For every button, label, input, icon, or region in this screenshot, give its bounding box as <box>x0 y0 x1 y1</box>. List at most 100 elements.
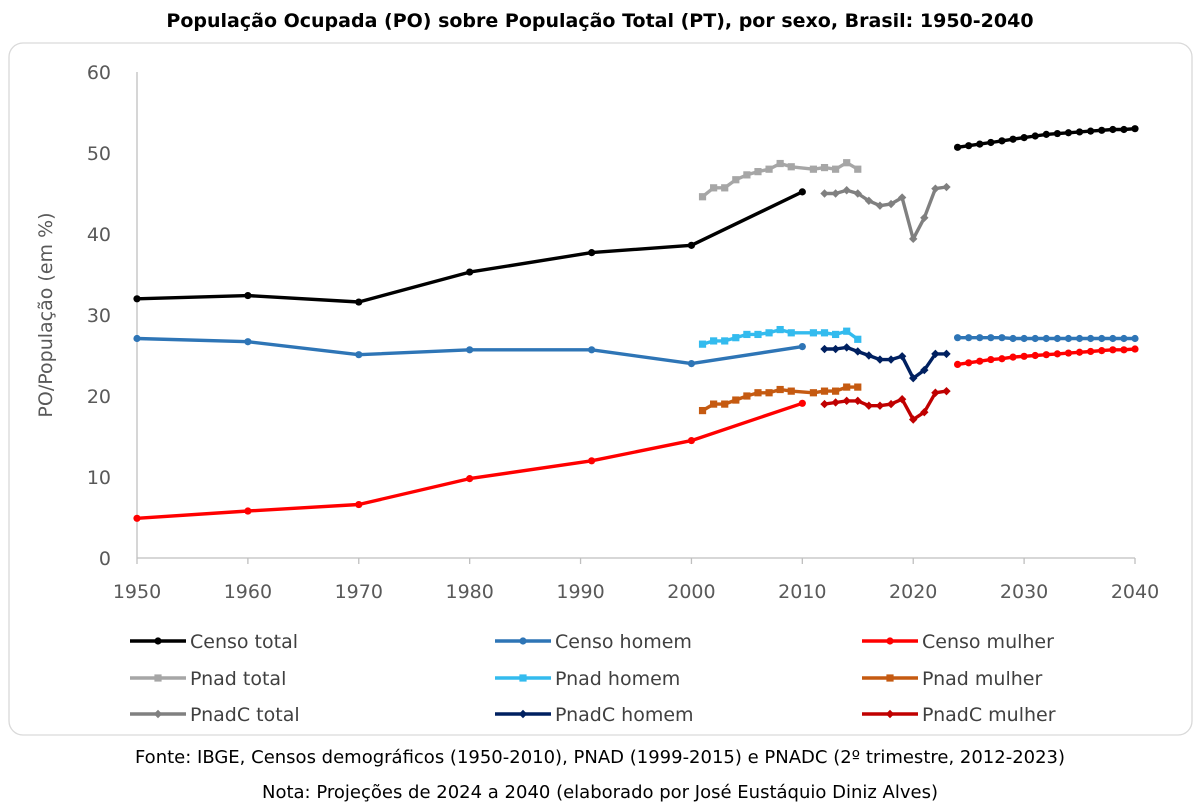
data-point <box>776 159 784 168</box>
data-point <box>976 334 984 342</box>
data-point <box>1120 346 1128 354</box>
data-point <box>886 355 896 364</box>
data-point <box>1131 125 1139 133</box>
data-point <box>1009 353 1017 361</box>
data-point <box>732 334 740 342</box>
data-point <box>809 329 818 337</box>
data-point <box>710 400 718 408</box>
data-point <box>909 415 918 424</box>
projection-series-1 <box>953 334 1139 343</box>
chart-area-border <box>8 42 1193 736</box>
data-point <box>854 335 862 343</box>
legend-swatch-marker <box>154 637 162 645</box>
data-point <box>832 387 840 395</box>
data-point <box>1131 334 1139 343</box>
x-tick-label: 1990 <box>556 581 604 603</box>
footer-note: Nota: Projeções de 2024 a 2040 (elaborad… <box>262 782 938 803</box>
data-point <box>1120 125 1128 134</box>
data-point <box>732 396 740 404</box>
data-point <box>698 193 707 201</box>
data-point <box>953 334 962 342</box>
data-point <box>842 343 851 352</box>
x-tick-label: 1980 <box>445 581 493 603</box>
legend-swatch-marker <box>519 674 527 682</box>
data-point <box>710 184 718 192</box>
y-tick-label: 30 <box>87 305 111 327</box>
data-point <box>853 189 862 198</box>
data-point <box>931 349 940 359</box>
x-tick-label: 1960 <box>224 581 272 603</box>
legend-label: Censo homem <box>555 631 692 653</box>
data-point <box>942 349 951 359</box>
data-point <box>355 500 363 509</box>
data-point <box>776 325 784 334</box>
legend-label: PnadC homem <box>555 704 694 726</box>
data-point <box>864 351 874 360</box>
data-point <box>721 400 729 408</box>
data-point <box>820 387 829 395</box>
data-point <box>588 457 596 465</box>
legend-swatch-marker <box>886 674 894 682</box>
data-point <box>831 398 840 407</box>
data-point <box>875 401 885 410</box>
legend-item-pnadc-mulher: PnadC mulher <box>862 704 1056 726</box>
data-point <box>909 234 918 244</box>
x-tick-label: 1970 <box>335 581 383 603</box>
x-tick-label: 2030 <box>1000 581 1048 603</box>
y-tick-label: 0 <box>99 548 111 570</box>
data-point <box>897 193 907 202</box>
data-point <box>743 171 751 179</box>
legend-swatch-marker <box>885 709 895 719</box>
legend-item-pnad-mulher: Pnad mulher <box>862 668 1042 690</box>
data-point <box>843 159 851 167</box>
data-point <box>1064 334 1073 343</box>
data-point <box>842 396 851 406</box>
legend-label: Censo total <box>190 631 298 653</box>
data-point <box>953 360 962 369</box>
data-point <box>1020 134 1028 142</box>
data-point <box>133 514 141 522</box>
data-point <box>1109 334 1117 343</box>
data-point <box>853 396 862 406</box>
x-tick-label: 2010 <box>778 581 826 603</box>
data-point <box>1031 351 1039 360</box>
series-layer <box>133 125 1139 522</box>
data-point <box>953 143 962 151</box>
legend-label: Pnad total <box>190 668 286 690</box>
legend-item-censo-homem: Censo homem <box>495 631 692 653</box>
legend-item-pnadc-homem: PnadC homem <box>495 704 694 726</box>
data-point <box>886 399 896 409</box>
data-point <box>133 334 141 343</box>
data-point <box>987 334 995 342</box>
data-point <box>942 386 951 396</box>
data-point <box>1042 351 1050 359</box>
data-point <box>1020 334 1028 343</box>
series-censo-mulher <box>133 399 806 522</box>
projection-series-2 <box>953 345 1139 369</box>
data-point <box>466 475 474 483</box>
data-point <box>976 140 984 148</box>
data-point <box>987 138 995 147</box>
series-censo-total <box>133 188 806 306</box>
data-point <box>787 329 795 337</box>
data-point <box>1009 135 1017 143</box>
data-point <box>1020 352 1028 360</box>
data-point <box>831 189 840 198</box>
footer-source: Fonte: IBGE, Censos demográficos (1950-2… <box>135 747 1065 768</box>
data-point <box>920 365 929 375</box>
data-point <box>843 383 851 391</box>
data-point <box>965 359 973 367</box>
legend-swatch-marker <box>518 709 528 719</box>
series-pnad-total <box>698 159 862 201</box>
data-point <box>920 213 929 222</box>
legend-swatch-marker <box>153 709 163 719</box>
data-point <box>355 298 363 306</box>
y-tick-label: 50 <box>87 143 111 165</box>
data-point <box>588 249 596 257</box>
y-tick-label: 40 <box>87 224 111 246</box>
y-tick-label: 20 <box>87 386 111 408</box>
legend-label: Censo mulher <box>922 631 1054 653</box>
data-point <box>244 338 252 346</box>
data-point <box>798 342 806 351</box>
